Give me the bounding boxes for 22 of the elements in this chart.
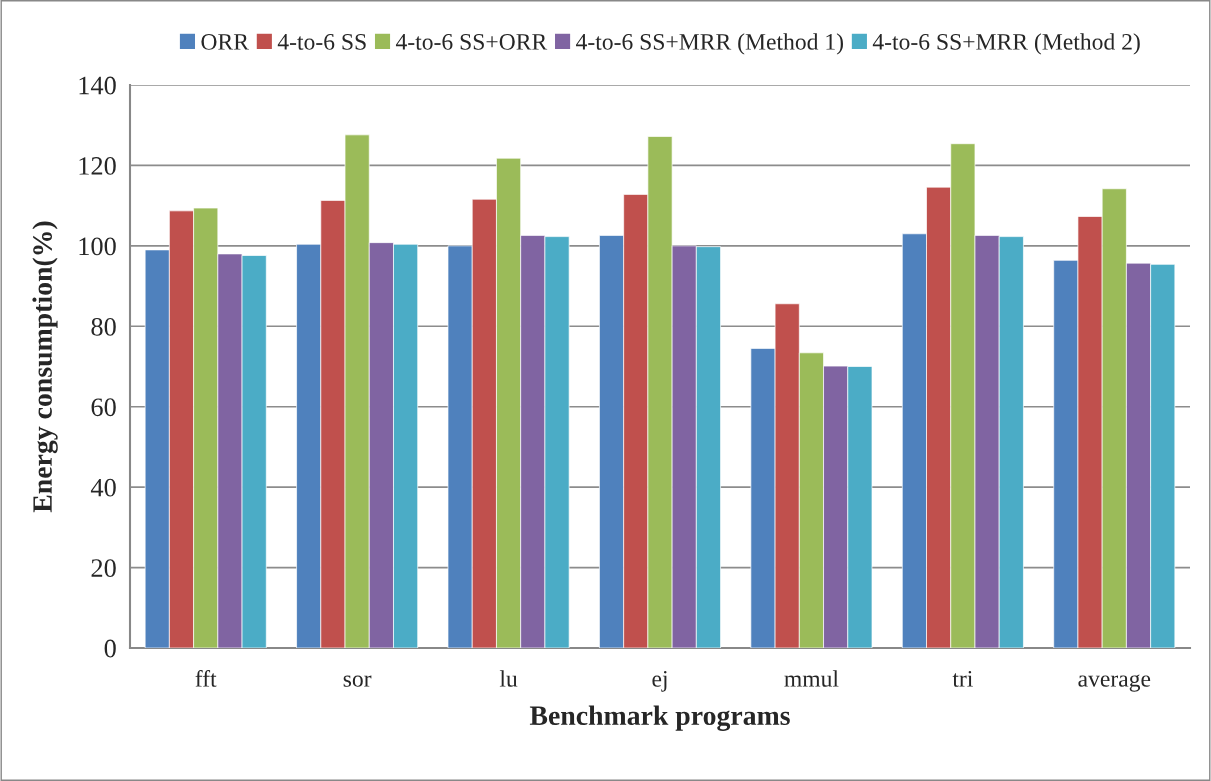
legend-label: 4-to-6 SS+MRR (Method 1)	[576, 33, 843, 55]
x-tick-label: ej	[652, 670, 667, 692]
y-tick-label: 0	[104, 639, 116, 658]
x-axis-title: Benchmark programs	[529, 705, 790, 731]
y-axis-title: Energy consumption(%)	[32, 221, 58, 513]
y-tick-label: 100	[79, 237, 116, 256]
legend-label: ORR	[201, 33, 249, 50]
legend-label: 4-to-6 SS	[277, 33, 366, 50]
y-tick-label: 60	[91, 398, 116, 417]
legend-label: 4-to-6 SS+MRR (Method 2)	[872, 33, 1140, 55]
x-tick-label: tri	[952, 670, 973, 687]
x-tick-label: fft	[195, 669, 217, 687]
y-tick-label: 80	[91, 317, 116, 336]
y-tick-label: 140	[79, 76, 116, 95]
legend-label: 4-to-6 SS+ORR	[395, 33, 548, 50]
y-tick-label: 20	[91, 559, 116, 577]
x-tick-label: lu	[499, 670, 518, 687]
x-tick-label: mmul	[784, 670, 839, 687]
y-tick-label: 40	[90, 478, 116, 497]
y-tick-label: 120	[79, 157, 116, 175]
x-tick-label: average	[1078, 674, 1151, 692]
x-tick-label: sor	[343, 675, 372, 687]
